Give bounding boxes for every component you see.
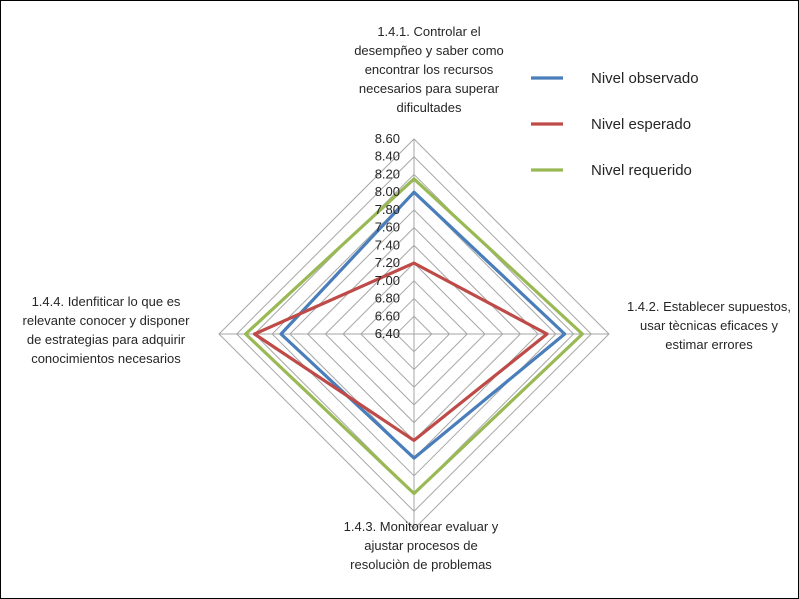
- axis-label-line: dificultades: [396, 100, 462, 115]
- axis-label-line: desempñeo y saber como: [354, 43, 504, 58]
- axis-label-line: relevante conocer y disponer: [23, 313, 191, 328]
- tick-label: 8.60: [375, 131, 400, 146]
- tick-label: 8.20: [375, 166, 400, 181]
- series-line: [244, 177, 585, 496]
- axis-label: 1.4.4. Idenfiticar lo que es relevante co…: [23, 294, 191, 366]
- axis-label-line: de estrategias para adquirir: [27, 332, 186, 347]
- axis-label-line: 1.4.3. Monitorear evaluar y: [344, 519, 499, 534]
- tick-labels: 6.40 6.60 6.80 7.00 7.20 7.40 7.60 7.80 8.00 8.20…: [375, 131, 400, 341]
- series-lines: [244, 177, 585, 496]
- legend-label: Nivel requerido: [591, 162, 692, 179]
- axis-label-line: 1.4.4. Idenfiticar lo que es: [32, 294, 181, 309]
- tick-label: 6.80: [375, 291, 400, 306]
- tick-label: 6.40: [375, 326, 400, 341]
- axis-label-line: estimar errores: [665, 337, 753, 352]
- legend-label: Nivel esperado: [591, 116, 691, 133]
- axis-label-line: 1.4.1. Controlar el: [377, 24, 480, 39]
- axis-labels: 1.4.1. Controlar el desempñeo y saber com…: [23, 24, 791, 572]
- axis-label-line: encontrar los recursos: [365, 62, 494, 77]
- legend-label: Nivel observado: [591, 70, 699, 87]
- tick-label: 7.60: [375, 220, 400, 235]
- axis-label-line: 1.4.2. Establecer supuestos,: [627, 299, 791, 314]
- tick-label: 8.00: [375, 184, 400, 199]
- series-line: [279, 190, 567, 460]
- tick-label: 7.40: [375, 237, 400, 252]
- axis-label: 1.4.2. Establecer supuestos, usar tècnica…: [627, 299, 791, 352]
- axis-label-line: resoluciòn de problemas: [350, 557, 492, 572]
- legend: Nivel observado Nivel esperado Nivel reque…: [531, 70, 699, 179]
- tick-label: 7.80: [375, 202, 400, 217]
- tick-label: 8.40: [375, 149, 400, 164]
- axis-label-line: conocimientos necesarios: [31, 351, 181, 366]
- axis-label: 1.4.3. Monitorear evaluar y ajustar proce…: [344, 519, 499, 572]
- series-line: [252, 261, 549, 442]
- axis-label-line: usar tècnicas eficaces y: [640, 318, 779, 333]
- tick-label: 6.60: [375, 308, 400, 323]
- tick-label: 7.20: [375, 255, 400, 270]
- axis-label-line: ajustar procesos de: [364, 538, 477, 553]
- axis-label-line: necesarios para superar: [359, 81, 500, 96]
- axis-label: 1.4.1. Controlar el desempñeo y saber com…: [354, 24, 504, 115]
- tick-label: 7.00: [375, 273, 400, 288]
- grid: [218, 138, 610, 530]
